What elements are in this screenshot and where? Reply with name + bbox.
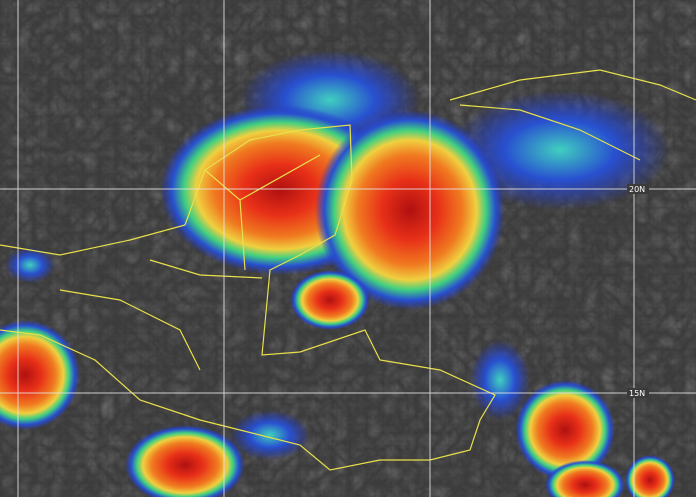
lat-15n-label: 15N: [629, 389, 645, 398]
label-bg: [627, 388, 649, 398]
cloud-tops: [0, 50, 675, 497]
coastlines: [0, 69, 696, 471]
label-bg: [627, 184, 649, 194]
lat-20n-label: 20N: [629, 185, 645, 194]
